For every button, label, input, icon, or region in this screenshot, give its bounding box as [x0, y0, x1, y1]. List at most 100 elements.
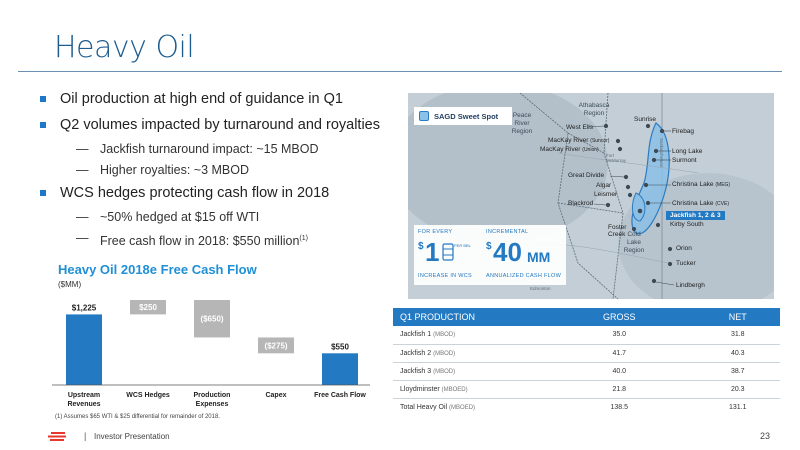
table-row: Jackfish 1 (MBOD) 35.0 31.8 — [393, 326, 780, 345]
bullet-item: Q2 volumes impacted by turnaround and ro… — [40, 116, 400, 134]
stat-value: 1 — [425, 237, 440, 267]
row-label: Jackfish 3 (MBOD) — [393, 362, 543, 381]
net-cell: 131.1 — [695, 397, 780, 416]
project-label: Kirby South — [670, 221, 704, 228]
column-header: GROSS — [543, 308, 696, 326]
gross-cell: 40.0 — [543, 362, 696, 381]
category-label: WCS Hedges — [126, 392, 170, 399]
net-cell: 40.3 — [695, 344, 780, 363]
row-label: Jackfish 1 (MBOD) — [393, 326, 543, 345]
data-label: $250 — [139, 303, 157, 312]
footer-separator: | — [84, 431, 87, 441]
chart-footnote: (1) Assumes $65 WTI & $25 differential f… — [55, 414, 220, 420]
company-logo — [48, 432, 66, 441]
stat-dollar: $ — [486, 241, 492, 252]
sub-bullet-item: — Jackfish turnaround impact: ~15 MBOD — [40, 142, 400, 157]
row-label: Jackfish 2 (MBOD) — [393, 344, 543, 363]
project-label: Christina Lake (MEG) — [672, 181, 730, 188]
category-label: Capex — [265, 392, 286, 399]
sub-bullet-item: — Free cash flow in 2018: $550 million(1) — [40, 231, 400, 249]
bar-capex — [258, 337, 294, 354]
sub-bullet-text: Jackfish turnaround impact: ~15 MBOD — [100, 142, 319, 156]
sub-bullet-text: Free cash flow in 2018: $550 million — [100, 234, 300, 249]
net-cell: 38.7 — [695, 362, 780, 381]
stat-value: 40 — [493, 237, 522, 267]
footnote-marker: (1) — [299, 235, 308, 242]
table-header-row: Q1 PRODUCTION GROSS NET — [393, 308, 780, 326]
project-label: MacKay River (Union) — [540, 146, 599, 153]
table-total-row: Total Heavy Oil (MBOED) 138.5 131.1 — [393, 397, 780, 416]
legend-label: SAGD Sweet Spot — [434, 111, 499, 121]
project-label: Christina Lake (CVE) — [672, 200, 729, 207]
barrel-icon — [442, 243, 454, 261]
category-label: Production — [194, 392, 231, 399]
project-label: Sunrise — [634, 116, 657, 123]
dash-mark: — — [76, 210, 89, 224]
jackfish-tag: Jackfish 1, 2 & 3 — [666, 211, 725, 220]
gross-cell: 21.8 — [543, 380, 696, 399]
region-text: Cold Lake Region — [623, 231, 645, 254]
project-label: Surmont — [672, 157, 697, 164]
table-row: Lloydminster (MBOED) 21.8 20.3 — [393, 380, 780, 399]
region-label: Peace River Region — [508, 112, 536, 136]
sub-bullet-text: Higher royalties: ~3 MBOD — [100, 163, 250, 177]
project-label: Orion — [676, 245, 692, 252]
project-label: Long Lake — [672, 148, 703, 155]
page-number: 23 — [760, 431, 771, 441]
sweet-spot-swatch — [419, 111, 429, 121]
region-label: Cold Lake Region — [620, 231, 648, 255]
row-unit: (MBOD) — [433, 368, 456, 375]
production-table: Q1 PRODUCTION GROSS NET Jackfish 1 (MBOD… — [393, 308, 780, 416]
project-operator: (Union) — [582, 147, 599, 153]
project-operator: (Suncor) — [590, 138, 610, 144]
table-row: Jackfish 2 (MBOD) 41.7 40.3 — [393, 344, 780, 363]
data-label: ($650) — [200, 315, 223, 324]
data-label: $550 — [331, 342, 349, 351]
data-label: $1,225 — [72, 303, 97, 312]
province-label: Saskatchewan — [659, 138, 664, 168]
bar-free-cash-flow — [322, 353, 358, 385]
region-text: Peace River Region — [511, 112, 533, 135]
dash-mark: — — [76, 163, 89, 177]
gross-cell: 41.7 — [543, 344, 696, 363]
bullet-item: WCS hedges protecting cash flow in 2018 — [40, 184, 400, 202]
project-name: Christina Lake — [672, 200, 714, 207]
city-label: Edmonton — [530, 286, 551, 291]
data-label: ($275) — [264, 341, 287, 350]
project-label: Firebag — [672, 128, 695, 135]
wcs-sensitivity-panel: FOR EVERY $ 1 PER BBL INCREASE IN WCS IN… — [414, 225, 566, 285]
row-label: Lloydminster (MBOED) — [393, 380, 543, 399]
category-label: Upstream — [68, 392, 100, 399]
project-label: Algar — [596, 182, 612, 189]
column-header: Q1 PRODUCTION — [393, 308, 543, 326]
project-operator: (CVE) — [715, 201, 729, 207]
sub-bullet-item: — ~50% hedged at $15 off WTI — [40, 210, 400, 225]
project-label: Tucker — [676, 260, 696, 267]
row-name: Total Heavy Oil — [400, 403, 448, 411]
project-label: Lindbergh — [676, 282, 705, 289]
column-header: NET — [695, 308, 780, 326]
dash-mark: — — [76, 142, 89, 156]
net-cell: 20.3 — [695, 380, 780, 399]
project-label: Great Divide — [568, 172, 605, 179]
stat-top-label: INCREMENTAL — [486, 229, 529, 235]
project-name: MacKay River — [548, 137, 589, 144]
project-name: Christina Lake — [672, 181, 714, 188]
project-label: Foster Creek — [608, 224, 627, 238]
region-label: Athabasca Region — [574, 102, 614, 118]
row-name: Lloydminster — [400, 385, 440, 393]
net-cell: 31.8 — [695, 326, 780, 345]
row-name: Jackfish 3 — [400, 367, 432, 375]
stat-bottom-label: ANNUALIZED CASH FLOW — [486, 273, 562, 279]
map-legend: SAGD Sweet Spot — [414, 107, 512, 125]
row-unit: (MBOD) — [433, 332, 456, 339]
row-unit: (MBOED) — [449, 404, 476, 411]
bullet-list: Oil production at high end of guidance i… — [40, 90, 400, 255]
sub-bullet-text: ~50% hedged at $15 off WTI — [100, 210, 260, 224]
sub-bullet-item: — Higher royalties: ~3 MBOD — [40, 163, 400, 178]
chart-unit-label: ($MM) — [58, 280, 82, 289]
project-label: Leismer — [594, 191, 618, 198]
footer-text: Investor Presentation — [94, 432, 170, 441]
bullet-item: Oil production at high end of guidance i… — [40, 90, 400, 108]
project-label: West Ells — [566, 124, 593, 131]
